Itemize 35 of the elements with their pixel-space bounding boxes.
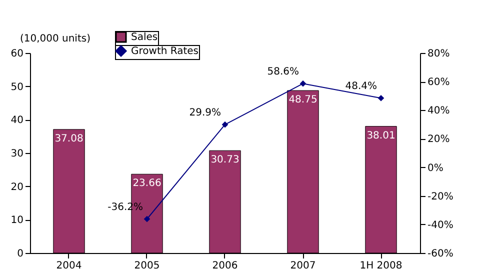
x-tick-label: 1H 2008 [360, 260, 402, 272]
x-tick-label: 2007 [290, 260, 316, 272]
y2-tick-label: -60% [428, 248, 454, 260]
data-label: 30.73 [210, 154, 240, 166]
x-tick-label: 2005 [134, 260, 160, 272]
y-tick-label: 30 [10, 148, 24, 160]
x-tick-label: 2004 [56, 260, 82, 272]
legend-label: Growth Rates [131, 46, 199, 57]
y2-tick-label: 0% [428, 162, 444, 174]
x-tick-label: 2006 [212, 260, 238, 272]
legend-label: Sales [131, 32, 158, 43]
data-label: 48.75 [288, 94, 318, 106]
y2-tick-label: 20% [428, 134, 450, 146]
data-label: 37.08 [54, 133, 84, 144]
y2-tick-label: -20% [428, 191, 454, 202]
y-tick-label: 40 [10, 115, 24, 126]
data-label: 29.9% [189, 108, 221, 119]
data-label: 48.4% [345, 81, 377, 92]
point [300, 80, 306, 87]
y-axis-title: (10,000 units) [20, 34, 91, 44]
y2-tick-label: 60% [428, 77, 450, 88]
y-tick-label: 10 [10, 215, 24, 226]
point [144, 216, 150, 222]
point [378, 94, 384, 102]
point [222, 121, 228, 128]
y2-tick-label: 40% [428, 106, 450, 117]
y2-tick-label: -40% [428, 220, 454, 231]
y-tick-label: 50 [10, 82, 24, 93]
y-tick-label: 0 [17, 248, 24, 260]
data-label: 23.66 [132, 178, 162, 190]
y-tick-label: 60 [10, 48, 24, 60]
data-label: 38.01 [366, 130, 396, 142]
data-label: 58.6% [267, 66, 299, 78]
y-tick-label: 20 [10, 182, 24, 193]
y2-tick-label: 80% [428, 48, 450, 60]
